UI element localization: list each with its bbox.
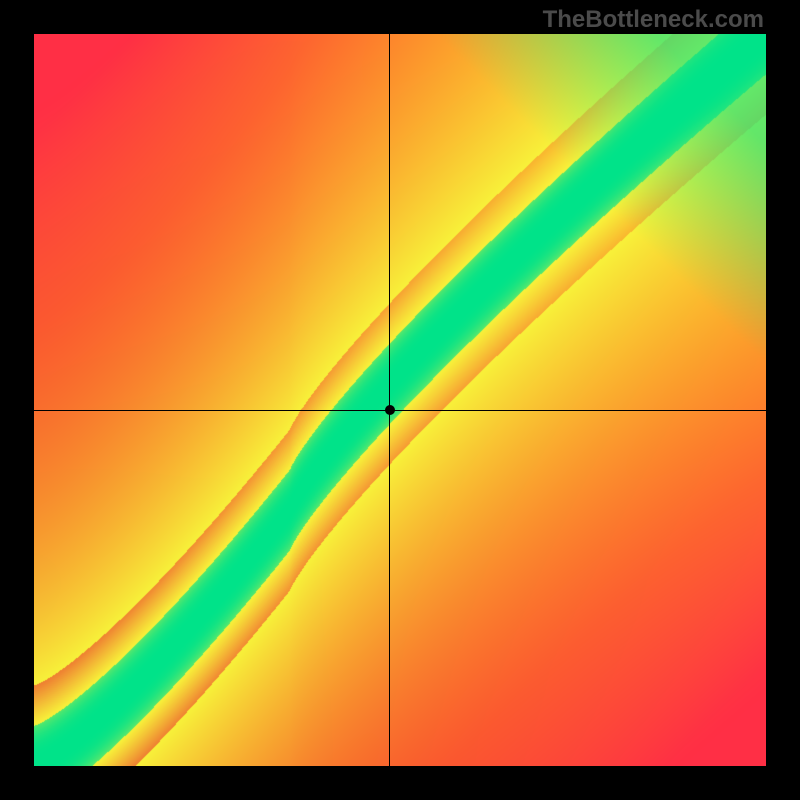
data-point-marker	[385, 405, 395, 415]
watermark-text: TheBottleneck.com	[543, 6, 764, 34]
chart-frame	[34, 34, 766, 766]
crosshair-horizontal	[34, 410, 766, 411]
heatmap-canvas	[34, 34, 766, 766]
crosshair-vertical	[389, 34, 390, 766]
